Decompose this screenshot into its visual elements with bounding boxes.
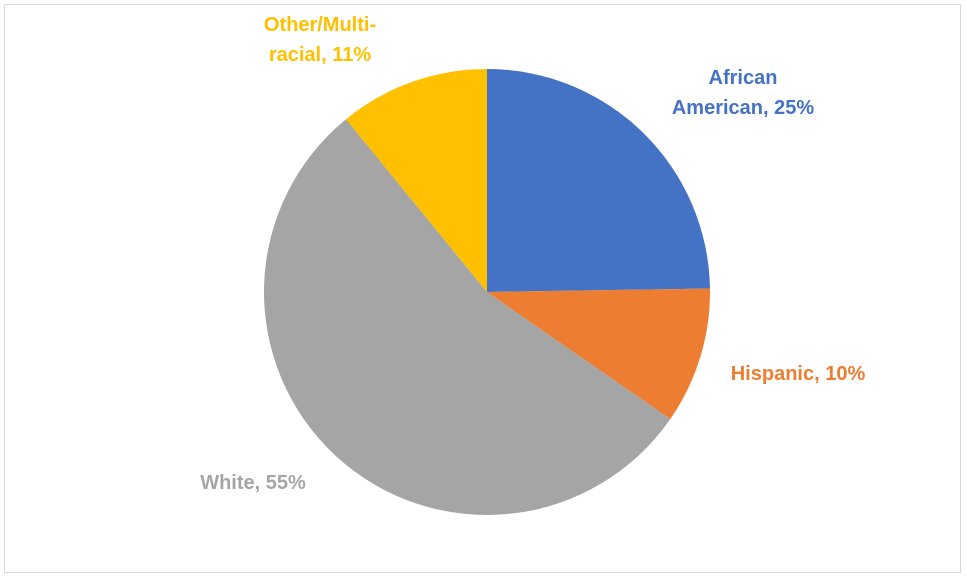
pie-slice-white: [264, 119, 671, 515]
data-label-african-american: African American, 25%: [672, 67, 815, 119]
pie-slice-other-multi-racial: [346, 69, 487, 292]
data-label-white: White, 55%: [200, 472, 306, 494]
pie-slice-african-american: [487, 69, 710, 292]
data-label-hispanic: Hispanic, 10%: [731, 363, 866, 385]
data-label-other-multi-racial: Other/Multi-racial, 11%: [264, 14, 376, 66]
pie-slice-hispanic: [487, 288, 710, 420]
